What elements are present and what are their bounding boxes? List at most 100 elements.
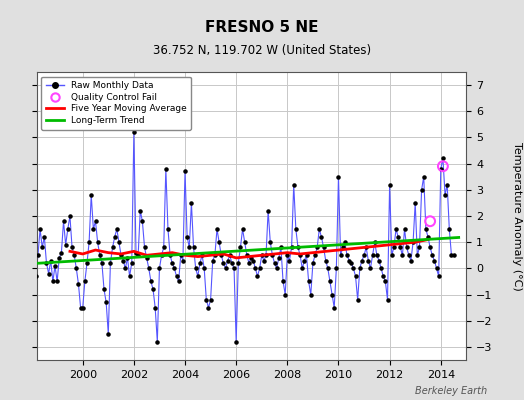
Point [83, 260, 91, 266]
Point [339, 244, 347, 251]
Point [352, 273, 360, 280]
Point [147, 278, 155, 285]
Point [157, 252, 166, 258]
Point [31, 273, 40, 280]
Point [66, 213, 74, 219]
Point [125, 273, 134, 280]
Point [390, 244, 398, 251]
Point [400, 226, 409, 232]
Point [249, 257, 257, 264]
Point [159, 244, 168, 251]
Point [106, 260, 115, 266]
Point [102, 299, 111, 306]
Point [434, 273, 443, 280]
Point [57, 250, 66, 256]
Point [266, 239, 275, 245]
Point [232, 338, 241, 345]
Point [115, 239, 123, 245]
Point [334, 174, 343, 180]
Point [168, 260, 177, 266]
Point [228, 260, 236, 266]
Point [179, 257, 187, 264]
Point [432, 265, 441, 272]
Point [68, 244, 77, 251]
Point [445, 226, 453, 232]
Point [198, 252, 206, 258]
Point [275, 255, 283, 261]
Point [29, 265, 38, 272]
Point [49, 278, 57, 285]
Point [283, 252, 291, 258]
Point [366, 265, 375, 272]
Point [270, 260, 279, 266]
Point [34, 252, 42, 258]
Point [253, 273, 261, 280]
Point [234, 260, 243, 266]
Point [375, 257, 383, 264]
Point [439, 155, 447, 162]
Point [177, 252, 185, 258]
Point [166, 252, 174, 258]
Point [61, 242, 70, 248]
Point [70, 252, 79, 258]
Point [181, 168, 189, 175]
Point [53, 278, 61, 285]
Point [251, 265, 259, 272]
Point [161, 166, 170, 172]
Point [362, 244, 370, 251]
Text: Berkeley Earth: Berkeley Earth [415, 386, 487, 396]
Point [326, 278, 334, 285]
Point [243, 252, 251, 258]
Point [302, 252, 311, 258]
Point [47, 257, 55, 264]
Point [206, 296, 215, 303]
Point [322, 257, 330, 264]
Point [119, 257, 127, 264]
Point [40, 234, 49, 240]
Point [189, 244, 198, 251]
Point [247, 255, 255, 261]
Point [317, 234, 325, 240]
Point [155, 265, 163, 272]
Point [430, 257, 439, 264]
Point [420, 174, 428, 180]
Point [185, 244, 193, 251]
Point [221, 265, 230, 272]
Point [134, 252, 143, 258]
Point [304, 278, 313, 285]
Point [51, 262, 59, 269]
Point [441, 192, 449, 198]
Point [63, 226, 72, 232]
Point [447, 252, 456, 258]
Point [145, 265, 153, 272]
Point [402, 244, 411, 251]
Point [409, 239, 417, 245]
Point [262, 252, 270, 258]
Point [45, 270, 53, 277]
Point [91, 218, 100, 224]
Point [81, 278, 89, 285]
Point [241, 239, 249, 245]
Point [413, 252, 421, 258]
Point [170, 265, 179, 272]
Point [407, 257, 415, 264]
Point [85, 239, 93, 245]
Point [349, 265, 357, 272]
Point [213, 226, 221, 232]
Point [117, 252, 125, 258]
Point [200, 265, 209, 272]
Point [172, 273, 181, 280]
Point [377, 265, 385, 272]
Point [93, 239, 102, 245]
Point [285, 257, 293, 264]
Point [164, 226, 172, 232]
Point [392, 226, 400, 232]
Point [132, 250, 140, 256]
Point [89, 226, 97, 232]
Point [296, 252, 304, 258]
Point [324, 265, 332, 272]
Point [411, 200, 419, 206]
Point [113, 226, 121, 232]
Point [215, 239, 223, 245]
Point [358, 257, 366, 264]
